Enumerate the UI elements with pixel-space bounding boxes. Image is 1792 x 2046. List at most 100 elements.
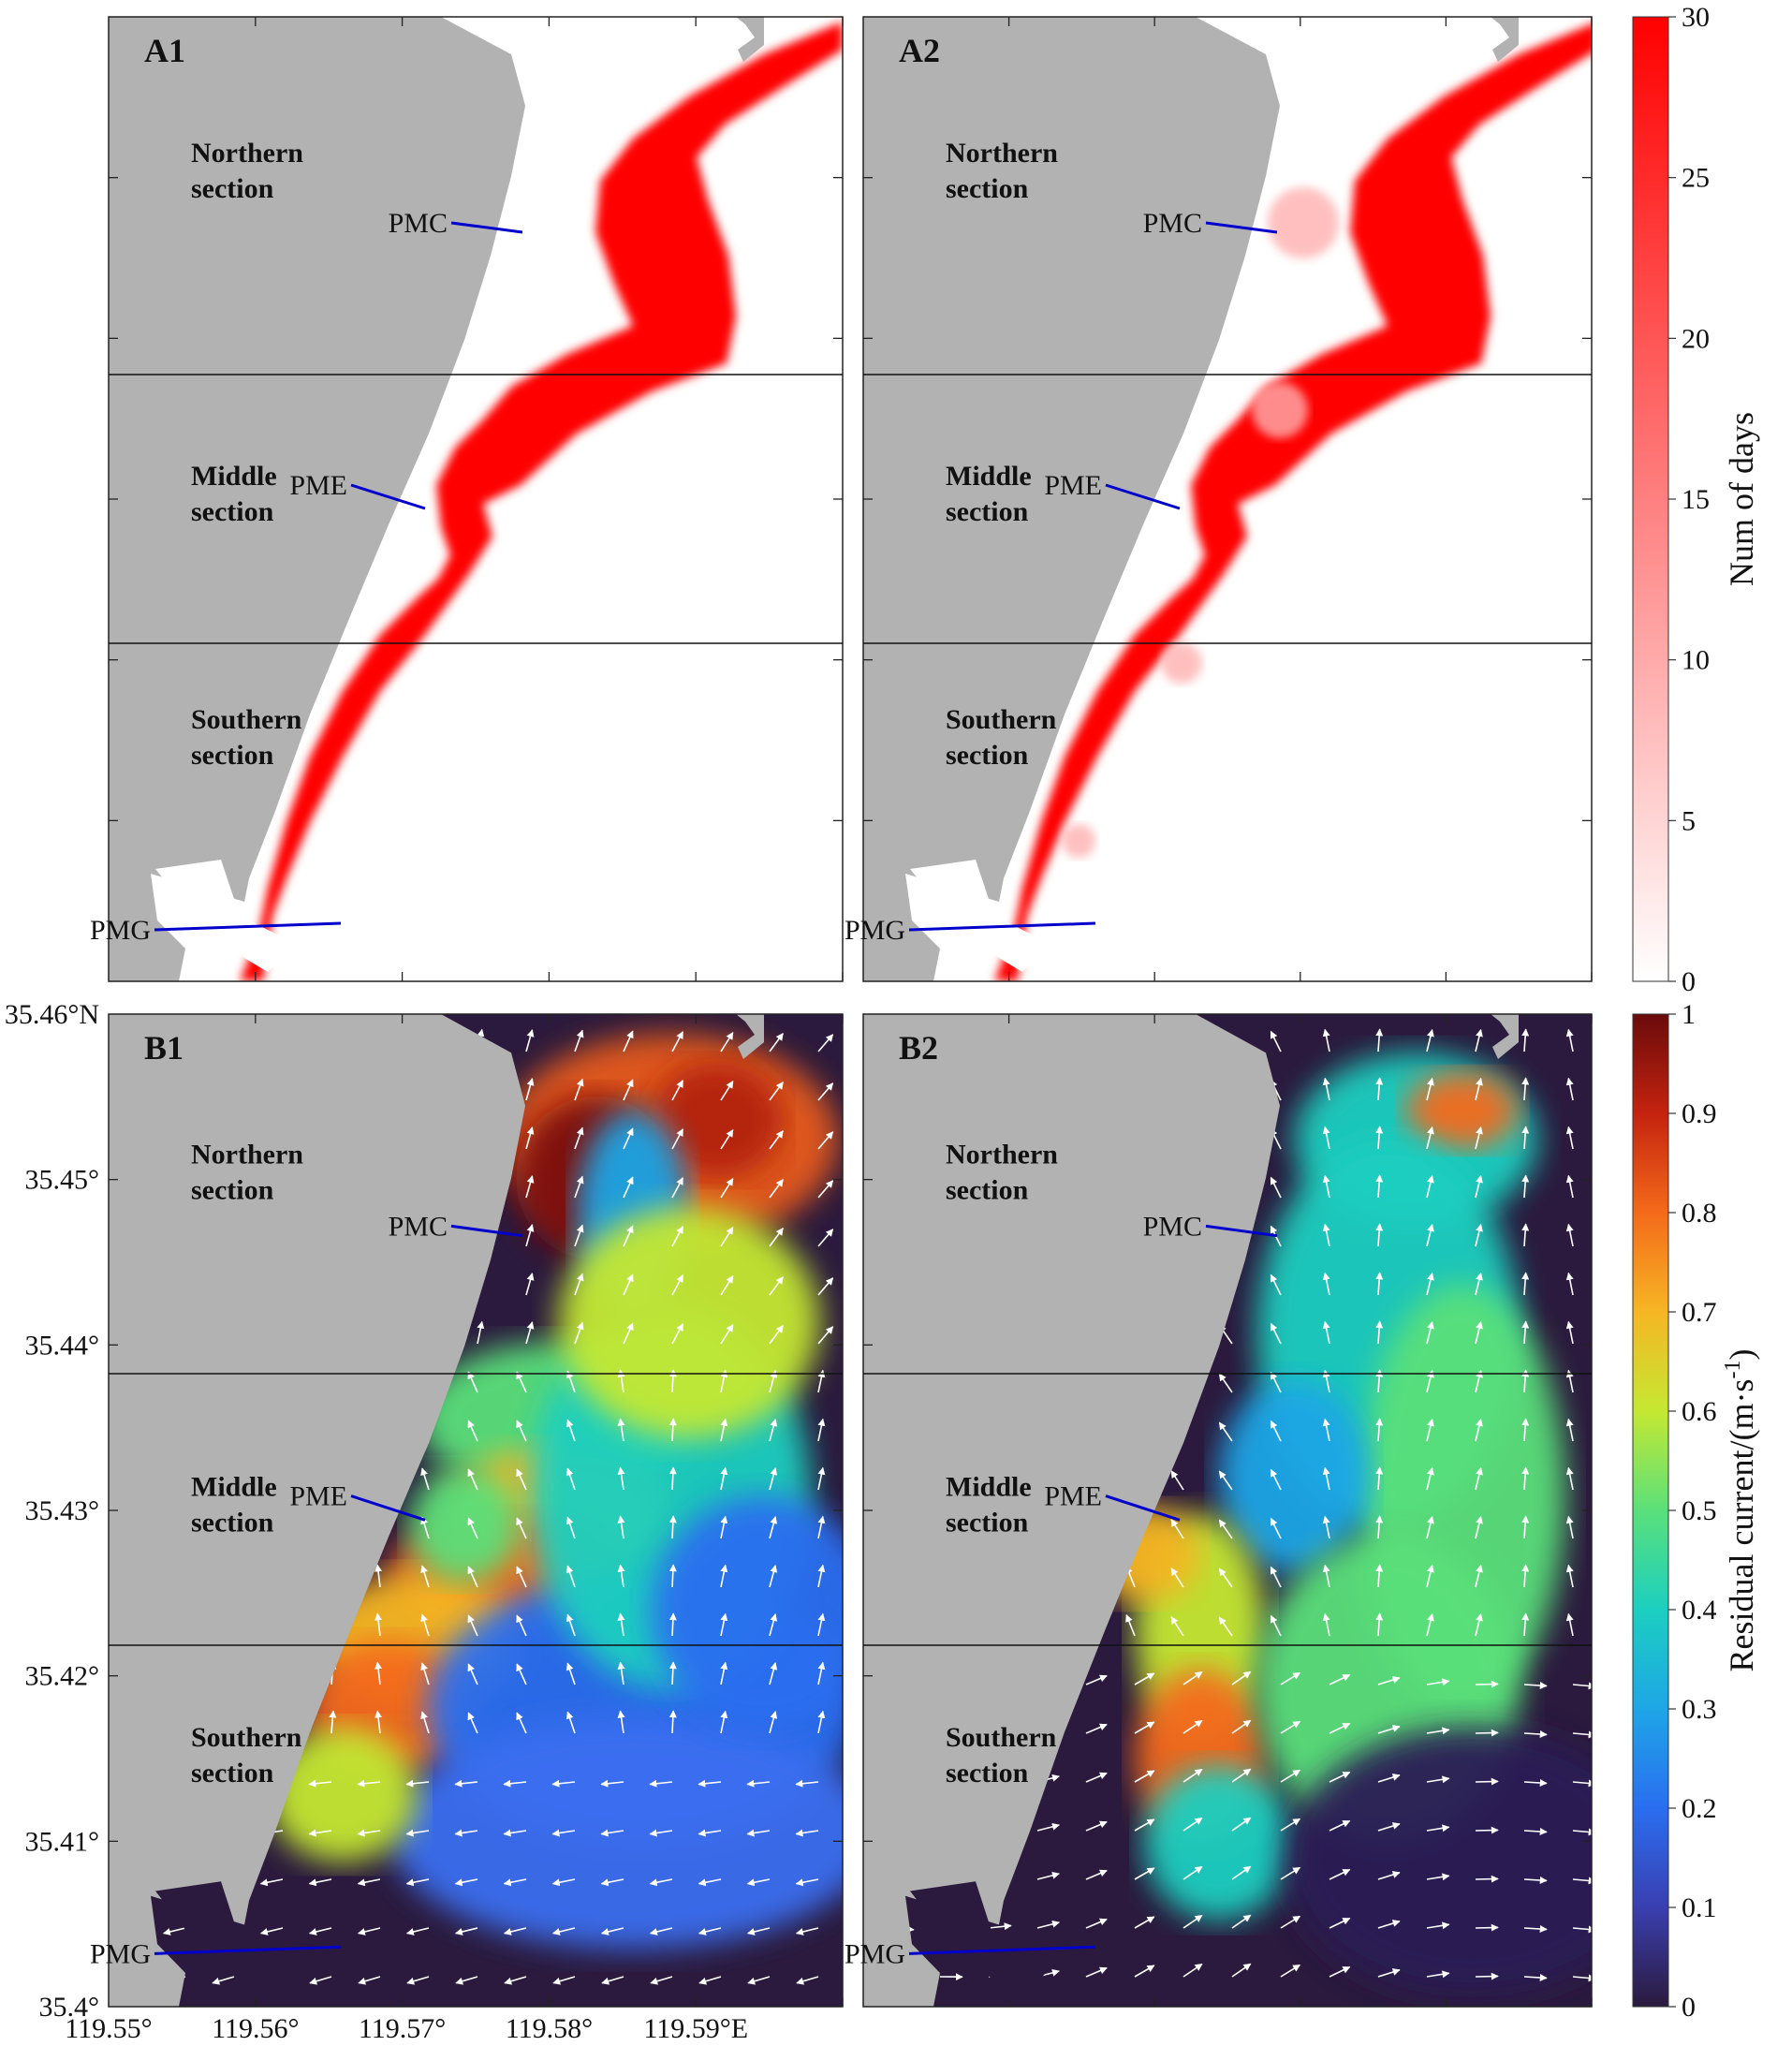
- current-arrow: [358, 1976, 381, 1985]
- current-arrow: [467, 1663, 478, 1685]
- colorbar-current-title-end: ): [1723, 1349, 1760, 1361]
- current-arrow: [720, 1275, 734, 1296]
- colorbar-days-title: Num of days: [1723, 412, 1760, 586]
- current-arrow: [617, 1564, 625, 1588]
- section-label-northern: Northern: [946, 138, 1058, 169]
- current-arrow: [259, 1878, 284, 1887]
- current-arrow: [1280, 1671, 1301, 1685]
- current-speed-patch: [389, 1717, 843, 1950]
- harbour-pier: [1491, 1014, 1519, 1059]
- current-arrow: [1375, 1466, 1384, 1491]
- current-arrow: [720, 1466, 728, 1491]
- current-arrow: [1270, 1030, 1282, 1052]
- current-arrow: [817, 1034, 834, 1052]
- harbour-pier: [1491, 17, 1519, 62]
- current-arrow: [671, 1177, 684, 1199]
- current-arrow: [1375, 1515, 1384, 1539]
- current-arrow: [1329, 1722, 1351, 1734]
- exceedance-fringe: [1252, 382, 1308, 438]
- current-arrow: [1231, 1671, 1252, 1685]
- current-arrow: [357, 1927, 381, 1936]
- site-label-pmg: PMG: [90, 915, 151, 946]
- current-arrow: [617, 1661, 625, 1685]
- current-arrow: [467, 1712, 478, 1734]
- current-arrow: [1280, 1964, 1301, 1978]
- current-arrow: [551, 1779, 576, 1788]
- site-label-pmc: PMC: [389, 1211, 448, 1242]
- current-arrow: [1231, 1768, 1252, 1783]
- current-arrow: [671, 1274, 684, 1296]
- current-arrow: [525, 1078, 535, 1101]
- latitude-tick: 35.46°N: [5, 999, 99, 1030]
- current-arrow: [1521, 1320, 1530, 1345]
- current-arrow: [1426, 1174, 1434, 1199]
- colorbar-tick-label: 0.1: [1682, 1892, 1717, 1923]
- current-arrow: [1426, 1775, 1450, 1784]
- panel-b1: [109, 1014, 843, 2007]
- current-arrow: [1426, 1873, 1450, 1881]
- current-arrow: [504, 1976, 527, 1985]
- section-label-northern-line2: section: [191, 1175, 274, 1206]
- current-arrow: [1475, 1466, 1483, 1491]
- current-arrow: [1329, 1917, 1351, 1929]
- current-arrow: [566, 1516, 576, 1539]
- current-arrow: [1475, 1923, 1499, 1932]
- colorbar-current-title: Residual current/(m·s-1): [1721, 1349, 1760, 1672]
- panel-content: [109, 1014, 843, 2007]
- panel-overlay-b1: B1 Northern section Middle section Southern se…: [90, 1013, 844, 2008]
- section-label-southern: Southern: [191, 1722, 302, 1753]
- site-transect-pmc: [450, 1224, 523, 1238]
- current-speed-patch: [558, 1206, 820, 1438]
- current-arrow: [1329, 1965, 1351, 1978]
- harbour-basin: [155, 1881, 296, 1997]
- latitude-tick: 35.45°: [25, 1165, 100, 1196]
- current-arrow: [1375, 1174, 1384, 1199]
- current-arrow: [574, 1175, 584, 1199]
- panel-overlay-a1: A1 Northern section Middle section Southern se…: [90, 16, 844, 982]
- current-arrow: [1475, 1272, 1483, 1296]
- current-arrow: [1218, 1373, 1233, 1393]
- current-arrow: [1475, 1174, 1483, 1199]
- current-arrow: [375, 1612, 383, 1637]
- current-arrow: [1182, 1768, 1203, 1783]
- land-area: [109, 17, 525, 981]
- current-arrow: [467, 1517, 478, 1539]
- current-arrow: [551, 1829, 576, 1837]
- current-arrow: [617, 1466, 625, 1491]
- current-arrow: [1218, 1519, 1233, 1539]
- current-arrow: [552, 1976, 576, 1985]
- current-arrow: [817, 1418, 826, 1442]
- current-arrow: [357, 1779, 381, 1788]
- current-arrow: [525, 1175, 535, 1199]
- current-arrow: [1523, 1730, 1548, 1738]
- site-label-pmc: PMC: [1143, 208, 1202, 239]
- colorbar-tick-label: 0: [1682, 1992, 1696, 2023]
- current-arrow: [1270, 1322, 1282, 1345]
- current-arrow: [600, 1779, 624, 1788]
- panel-a2: [863, 17, 1592, 981]
- current-arrow: [1565, 1564, 1574, 1588]
- colorbar-current-ticks: 0 0.1 0.2 0.3 0.4 0.5 0.6 0.7 0.8 0.9 1: [1668, 999, 1717, 2023]
- current-arrow: [1426, 1970, 1450, 1979]
- current-arrow: [649, 1927, 673, 1936]
- colorbar-tick-label: 15: [1682, 484, 1710, 515]
- current-arrow: [308, 1878, 332, 1887]
- current-arrow: [1270, 1566, 1282, 1588]
- current-arrow: [1565, 1466, 1574, 1491]
- colorbar-tick-label: 0: [1682, 966, 1696, 997]
- current-arrow: [329, 1710, 337, 1734]
- current-arrow: [1182, 1914, 1203, 1929]
- site-transect-pmg: [908, 1945, 1096, 1955]
- current-arrow: [566, 1370, 576, 1393]
- current-arrow: [795, 1829, 819, 1837]
- current-arrow: [1134, 1770, 1155, 1783]
- current-arrow: [1426, 1418, 1434, 1442]
- panel-content: [109, 17, 843, 981]
- current-arrow: [1475, 1777, 1499, 1786]
- colorbar-tick-label: 0.2: [1682, 1793, 1717, 1824]
- current-arrow: [1322, 1174, 1330, 1199]
- current-arrow: [1426, 1564, 1434, 1588]
- current-arrow: [1375, 1272, 1384, 1296]
- current-arrow: [1523, 1973, 1548, 1981]
- colorbar-tick-label: 0.9: [1682, 1098, 1717, 1129]
